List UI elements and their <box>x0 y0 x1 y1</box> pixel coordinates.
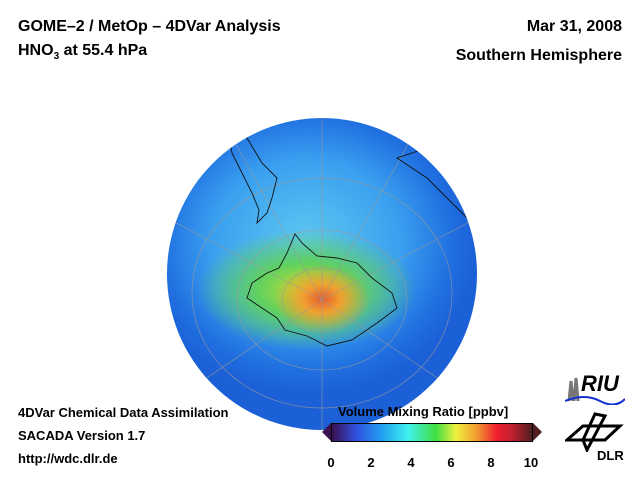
colorbar-tick: 10 <box>523 455 539 470</box>
dlr-logo: DLR <box>563 412 625 464</box>
coastlines <box>226 127 473 347</box>
colorbar-tick: 0 <box>327 455 335 470</box>
date: Mar 31, 2008 <box>526 18 622 35</box>
subtitle: HNO3 at 55.4 hPa <box>18 42 147 62</box>
polar-map <box>167 118 477 430</box>
region: Southern Hemisphere <box>455 47 622 64</box>
footer-line2: SACADA Version 1.7 <box>18 428 146 443</box>
dlr-logo-text: DLR <box>597 448 624 463</box>
species: HNO <box>18 42 54 59</box>
colorbar-tick: 8 <box>487 455 495 470</box>
colorbar-tick: 4 <box>407 455 415 470</box>
colorbar-title: Volume Mixing Ratio [ppbv] <box>338 404 509 419</box>
riu-cathedral-icon <box>564 377 626 406</box>
riu-logo-text: RIU <box>581 371 619 396</box>
title: GOME–2 / MetOp – 4DVar Analysis <box>18 18 281 35</box>
colorbar-low-arrow <box>322 423 331 441</box>
dlr-emblem-icon <box>563 412 624 454</box>
colorbar-high-arrow <box>533 423 542 441</box>
footer-url[interactable]: http://wdc.dlr.de <box>18 451 118 466</box>
colorbar-tick: 2 <box>367 455 375 470</box>
riu-logo: RIU <box>564 371 626 406</box>
colorbar <box>331 423 533 442</box>
graticule <box>167 118 477 430</box>
colorbar-tick: 6 <box>447 455 455 470</box>
species-subscript: 3 <box>53 51 60 63</box>
map-overlay <box>167 118 477 430</box>
footer-line1: 4DVar Chemical Data Assimilation <box>18 405 229 420</box>
pressure-level: at 55.4 hPa <box>59 42 148 59</box>
